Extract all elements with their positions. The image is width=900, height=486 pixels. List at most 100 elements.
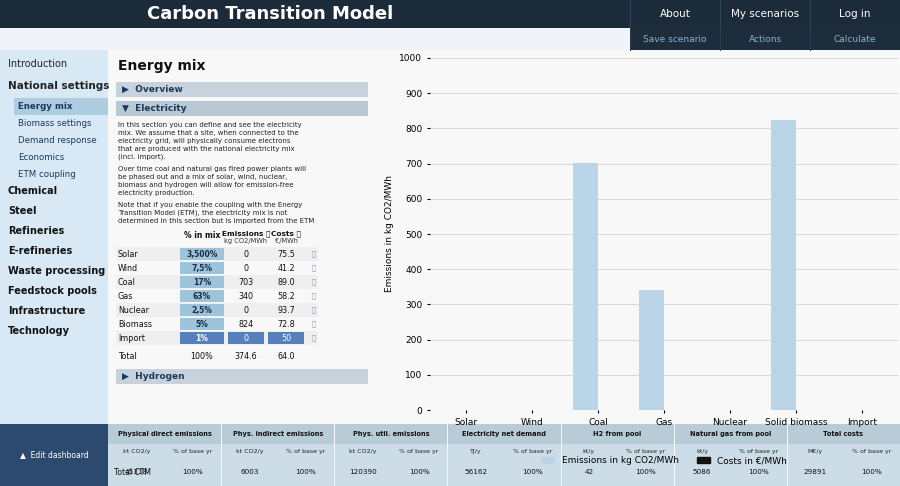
Legend: Emissions in kg CO2/MWh, Costs in €/MWh: Emissions in kg CO2/MWh, Costs in €/MWh <box>537 452 791 469</box>
Text: About: About <box>660 9 690 19</box>
Text: ⓘ: ⓘ <box>312 335 316 341</box>
Bar <box>0 424 108 486</box>
Bar <box>0 50 108 424</box>
Text: 0: 0 <box>244 249 248 259</box>
Text: kt CO2/y: kt CO2/y <box>122 449 150 453</box>
Text: 89.0: 89.0 <box>277 278 295 287</box>
Text: Energy mix: Energy mix <box>18 102 73 111</box>
Text: 7,5%: 7,5% <box>192 263 212 273</box>
Text: 703: 703 <box>238 278 254 287</box>
Text: be phased out and a mix of solar, wind, nuclear,: be phased out and a mix of solar, wind, … <box>118 174 287 180</box>
Bar <box>116 247 318 261</box>
Text: Gas: Gas <box>118 292 133 300</box>
Bar <box>108 50 900 424</box>
Text: 93.7: 93.7 <box>277 306 295 314</box>
Text: ⓘ: ⓘ <box>312 321 316 327</box>
Bar <box>843 444 900 458</box>
Bar <box>598 122 623 486</box>
Text: Biomass settings: Biomass settings <box>18 119 92 128</box>
Bar <box>180 262 224 274</box>
Text: Transition Model (ETM), the electricity mix is not: Transition Model (ETM), the electricity … <box>118 210 287 216</box>
Text: 56162: 56162 <box>464 469 487 475</box>
Bar <box>116 101 368 116</box>
Text: TJ/y: TJ/y <box>470 449 482 453</box>
Bar <box>787 444 843 458</box>
Text: Energy mix: Energy mix <box>118 59 205 73</box>
Text: Import: Import <box>118 333 145 343</box>
Bar <box>674 444 730 458</box>
Bar <box>116 331 318 345</box>
Bar <box>0 424 900 486</box>
Text: 340: 340 <box>238 292 254 300</box>
Bar <box>730 95 755 486</box>
Text: % of base yr: % of base yr <box>173 449 212 453</box>
Bar <box>165 444 221 458</box>
Text: Total costs: Total costs <box>824 431 863 437</box>
Bar <box>108 424 221 444</box>
Text: electricity production.: electricity production. <box>118 190 195 196</box>
Text: H2 from pool: H2 from pool <box>593 431 642 437</box>
Text: Note that if you enable the coupling with the Energy: Note that if you enable the coupling wit… <box>118 202 302 208</box>
Text: Infrastructure: Infrastructure <box>8 306 86 316</box>
Bar <box>861 351 886 486</box>
Text: that are produced with the national electricity mix: that are produced with the national elec… <box>118 146 294 152</box>
Text: 0: 0 <box>244 333 248 343</box>
Bar <box>639 290 664 410</box>
Text: 824: 824 <box>238 319 254 329</box>
Text: 100%: 100% <box>635 469 656 475</box>
Text: 75.5: 75.5 <box>277 249 295 259</box>
Text: 6003: 6003 <box>240 469 258 475</box>
Bar <box>116 261 318 275</box>
Bar <box>447 424 561 444</box>
Bar <box>180 318 224 330</box>
Text: electricity grid, will physically consume electrons: electricity grid, will physically consum… <box>118 138 291 144</box>
Text: In this section you can define and see the electricity: In this section you can define and see t… <box>118 122 302 128</box>
Bar <box>504 444 561 458</box>
Text: 0: 0 <box>244 306 248 314</box>
Bar <box>573 162 598 410</box>
Text: 41.2: 41.2 <box>277 263 295 273</box>
Text: kt/y: kt/y <box>696 449 708 453</box>
Bar <box>14 98 108 115</box>
Text: ⓘ: ⓘ <box>312 251 316 257</box>
Text: Introduction: Introduction <box>8 59 68 69</box>
Y-axis label: Emissions in kg CO2/MWh: Emissions in kg CO2/MWh <box>385 175 394 293</box>
Text: 100%: 100% <box>748 469 769 475</box>
Bar <box>180 290 224 302</box>
Text: Chemical: Chemical <box>8 186 58 196</box>
Bar <box>630 28 900 50</box>
Text: 3,500%: 3,500% <box>186 249 218 259</box>
Text: 1%: 1% <box>195 333 209 343</box>
Bar <box>664 303 689 486</box>
Text: Actions: Actions <box>749 35 781 44</box>
Text: Coal: Coal <box>118 278 136 287</box>
Text: Waste processing: Waste processing <box>8 266 105 276</box>
Text: Nuclear: Nuclear <box>118 306 149 314</box>
Text: Feedstock pools: Feedstock pools <box>8 286 97 296</box>
Bar <box>796 218 821 486</box>
Text: Save scenario: Save scenario <box>644 35 706 44</box>
Text: National settings: National settings <box>8 81 110 91</box>
Bar <box>674 424 787 444</box>
Bar <box>116 317 318 331</box>
Text: % of base yr: % of base yr <box>626 449 665 453</box>
Text: mix. We assume that a site, when connected to the: mix. We assume that a site, when connect… <box>118 130 299 136</box>
Text: 58.2: 58.2 <box>277 292 295 300</box>
Bar <box>617 444 674 458</box>
Text: My scenarios: My scenarios <box>731 9 799 19</box>
Bar <box>116 303 318 317</box>
Bar <box>561 424 674 444</box>
Bar <box>391 444 447 458</box>
Bar <box>108 444 165 458</box>
Text: Phys. util. emissions: Phys. util. emissions <box>353 431 429 437</box>
Text: % of base yr: % of base yr <box>852 449 891 453</box>
Text: % of base yr: % of base yr <box>739 449 778 453</box>
Text: 17%: 17% <box>193 278 212 287</box>
Text: M€/y: M€/y <box>807 449 823 453</box>
Text: kt CO2/y: kt CO2/y <box>236 449 263 453</box>
Text: Technology: Technology <box>8 326 70 336</box>
Text: E-refineries: E-refineries <box>8 246 72 256</box>
Text: Calculate: Calculate <box>833 35 877 44</box>
Text: 2,5%: 2,5% <box>192 306 212 314</box>
Text: Total: Total <box>118 351 137 361</box>
